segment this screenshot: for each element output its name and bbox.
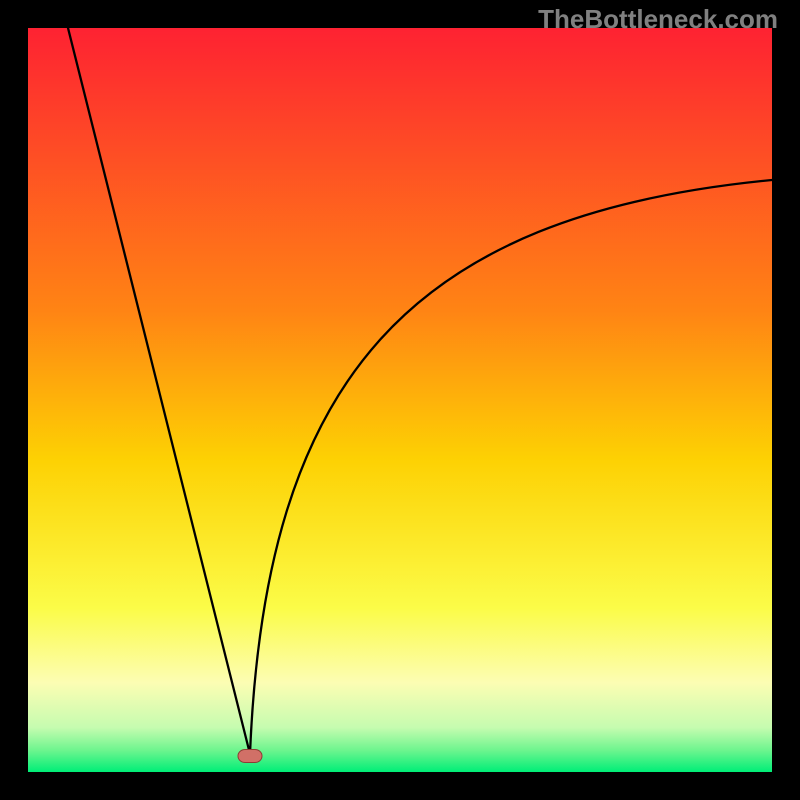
plot-area xyxy=(28,28,772,772)
bottleneck-curve xyxy=(28,28,772,772)
curve-path xyxy=(68,28,772,754)
marker-rect xyxy=(238,750,262,763)
valley-marker xyxy=(238,749,263,763)
watermark-text: TheBottleneck.com xyxy=(538,4,778,35)
chart-frame: TheBottleneck.com xyxy=(0,0,800,800)
